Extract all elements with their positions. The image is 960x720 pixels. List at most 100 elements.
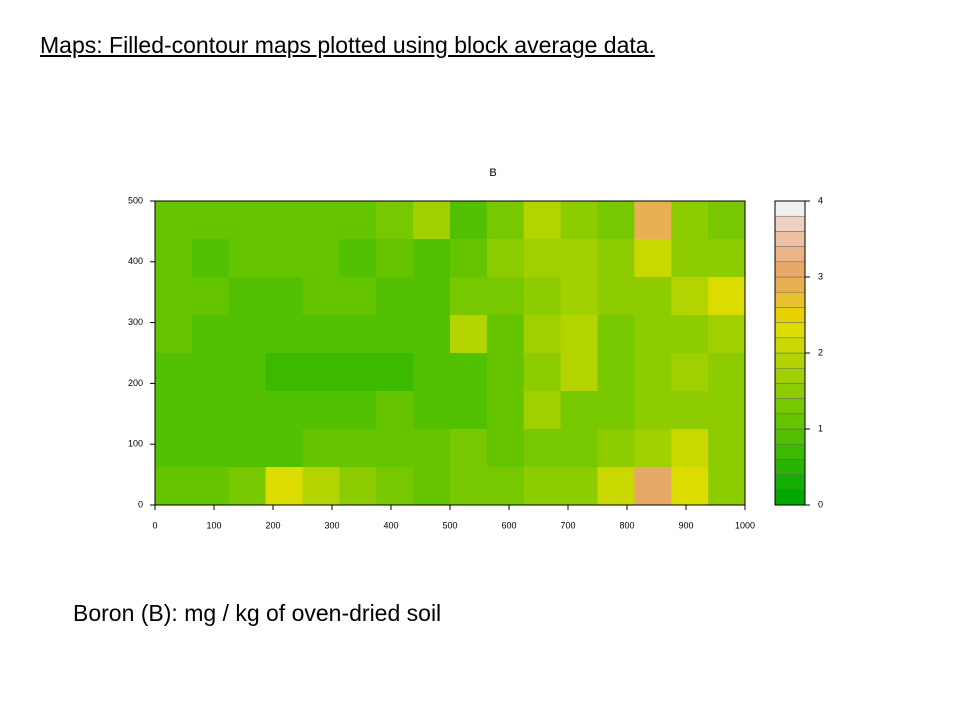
field-cell — [671, 277, 709, 316]
field-cell — [339, 353, 377, 392]
field-cell — [265, 467, 303, 506]
field-cell — [265, 315, 303, 354]
field-cell — [597, 467, 635, 506]
field-cell — [302, 429, 340, 468]
field-cell — [560, 201, 598, 240]
field-cell — [413, 467, 451, 506]
field-cell — [265, 429, 303, 468]
field-cell — [708, 467, 746, 506]
field-cell — [413, 239, 451, 278]
field-cell — [634, 239, 672, 278]
colorbar-band — [774, 398, 806, 415]
field-cell — [671, 201, 709, 240]
field-cell — [191, 429, 230, 468]
x-tick-label: 600 — [501, 520, 516, 530]
field-cell — [450, 239, 488, 278]
field-cell — [671, 239, 709, 278]
field-cell — [634, 429, 672, 468]
field-cell — [376, 429, 414, 468]
field-cell — [339, 467, 377, 506]
field-cell — [302, 277, 340, 316]
colorbar-tick-label: 2 — [818, 347, 823, 357]
x-tick-label: 200 — [265, 520, 280, 530]
field-cell — [523, 391, 562, 430]
field-cell — [486, 239, 525, 278]
y-tick-label: 400 — [128, 256, 143, 266]
field-cell — [560, 429, 598, 468]
x-tick-label: 0 — [152, 520, 157, 530]
field-cell — [597, 391, 635, 430]
field-cell — [450, 201, 488, 240]
colorbar-band — [774, 413, 806, 430]
field-cell — [560, 353, 598, 392]
field-cell — [560, 315, 598, 354]
colorbar-band — [774, 215, 806, 232]
field-cell — [228, 353, 267, 392]
field-cell — [671, 467, 709, 506]
y-tick-label: 200 — [128, 378, 143, 388]
field-cell — [597, 239, 635, 278]
field-cell — [523, 467, 562, 506]
field-cell — [339, 391, 377, 430]
field-cell — [191, 315, 230, 354]
y-tick-label: 100 — [128, 439, 143, 449]
field-cell — [228, 315, 267, 354]
chart-title: B — [489, 167, 496, 179]
field-cell — [228, 429, 267, 468]
field-cell — [302, 467, 340, 506]
field-cell — [339, 315, 377, 354]
field-cell — [155, 277, 193, 316]
field-cell — [486, 353, 525, 392]
field-cell — [597, 315, 635, 354]
colorbar-band — [774, 443, 806, 460]
field-cell — [413, 391, 451, 430]
field-cell — [671, 315, 709, 354]
field-cell — [708, 239, 746, 278]
colorbar-band — [774, 352, 806, 369]
field-cell — [265, 391, 303, 430]
field-cell — [634, 315, 672, 354]
y-tick-label: 500 — [128, 195, 143, 205]
field-cell — [302, 391, 340, 430]
x-tick-label: 700 — [560, 520, 575, 530]
caption: Boron (B): mg / kg of oven-dried soil — [73, 600, 442, 626]
colorbar-band — [774, 428, 806, 445]
field-cell — [302, 315, 340, 354]
colorbar-band — [774, 276, 806, 293]
field-cell — [486, 391, 525, 430]
x-tick-label: 400 — [383, 520, 398, 530]
field-cell — [376, 467, 414, 506]
colorbar-band — [774, 200, 806, 217]
colorbar-band — [774, 474, 806, 491]
field-cell — [376, 201, 414, 240]
field-cell — [155, 201, 193, 240]
field-cell — [376, 391, 414, 430]
x-tick-label: 900 — [678, 520, 693, 530]
colorbar-band — [774, 291, 806, 308]
field-cell — [708, 315, 746, 354]
colorbar-band — [774, 489, 806, 506]
field-cell — [155, 391, 193, 430]
field-cell — [191, 391, 230, 430]
field-cell — [708, 391, 746, 430]
field-cell — [450, 467, 488, 506]
field-cell — [228, 239, 267, 278]
field-cell — [413, 277, 451, 316]
field-cell — [191, 201, 230, 240]
field-cell — [708, 353, 746, 392]
colorbar-band — [774, 307, 806, 323]
y-tick-label: 300 — [128, 317, 143, 327]
field-cell — [376, 277, 414, 316]
field-cell — [191, 239, 230, 278]
field-cell — [671, 391, 709, 430]
colorbar-band — [774, 383, 806, 399]
field-cell — [523, 239, 562, 278]
field-cell — [191, 353, 230, 392]
colorbar-band — [774, 246, 806, 263]
field-cell — [560, 467, 598, 506]
field-cell — [265, 201, 303, 240]
field-cell — [597, 353, 635, 392]
colorbar-band — [774, 337, 806, 354]
field-cell — [155, 429, 193, 468]
